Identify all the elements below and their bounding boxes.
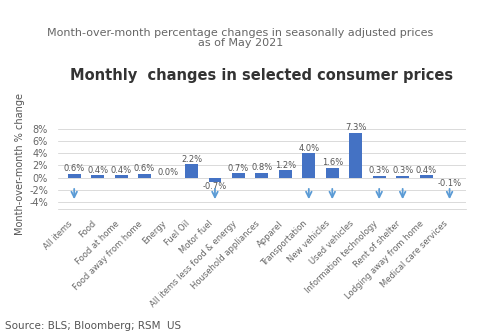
- Text: -0.7%: -0.7%: [203, 182, 227, 191]
- Text: 0.0%: 0.0%: [157, 168, 178, 177]
- Text: 0.4%: 0.4%: [87, 166, 108, 175]
- Text: 4.0%: 4.0%: [298, 144, 319, 153]
- Text: 1.2%: 1.2%: [274, 161, 295, 170]
- Text: Source: BLS; Bloomberg; RSM  US: Source: BLS; Bloomberg; RSM US: [5, 321, 180, 331]
- Text: as of May 2021: as of May 2021: [197, 38, 283, 48]
- Bar: [442, 177, 455, 178]
- Bar: [372, 176, 385, 177]
- Bar: [325, 168, 338, 177]
- Text: 0.4%: 0.4%: [415, 166, 436, 175]
- Text: -0.1%: -0.1%: [437, 179, 461, 188]
- Bar: [208, 177, 221, 182]
- Text: 0.3%: 0.3%: [368, 166, 389, 175]
- Bar: [278, 170, 291, 177]
- Text: 0.7%: 0.7%: [228, 164, 249, 173]
- Text: 0.6%: 0.6%: [63, 164, 84, 173]
- Text: 7.3%: 7.3%: [344, 123, 366, 132]
- Text: 2.2%: 2.2%: [180, 155, 202, 164]
- Bar: [114, 175, 127, 177]
- Text: 0.8%: 0.8%: [251, 163, 272, 172]
- Bar: [348, 133, 361, 177]
- Title: Monthly  changes in selected consumer prices: Monthly changes in selected consumer pri…: [70, 68, 453, 84]
- Text: 0.6%: 0.6%: [133, 164, 155, 173]
- Bar: [396, 176, 408, 177]
- Text: 1.6%: 1.6%: [321, 158, 342, 167]
- Text: Month-over-month percentage changes in seasonally adjusted prices: Month-over-month percentage changes in s…: [47, 28, 433, 38]
- Text: 0.4%: 0.4%: [110, 166, 132, 175]
- Bar: [68, 174, 81, 177]
- Bar: [185, 164, 198, 177]
- Y-axis label: Month-over-month % change: Month-over-month % change: [15, 93, 25, 235]
- Bar: [138, 174, 151, 177]
- Bar: [302, 153, 314, 177]
- Bar: [91, 175, 104, 177]
- Bar: [255, 173, 268, 177]
- Text: 0.3%: 0.3%: [391, 166, 412, 175]
- Bar: [419, 175, 432, 177]
- Bar: [231, 173, 244, 177]
